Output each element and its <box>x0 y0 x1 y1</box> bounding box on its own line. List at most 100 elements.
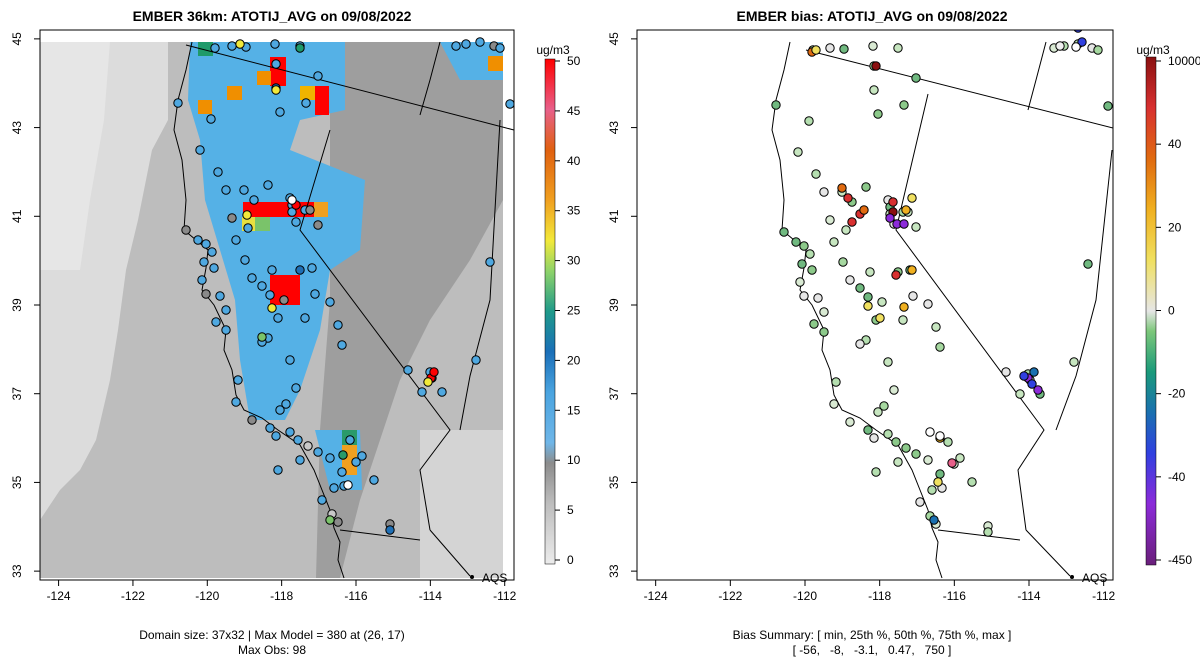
observation-marker <box>369 475 379 485</box>
right-colorbar-ticks: -450 -40 -20 0 20 40 10000 <box>1156 54 1200 567</box>
observation-marker <box>201 239 211 249</box>
bias-marker <box>935 342 945 352</box>
bias-marker <box>1071 42 1081 52</box>
observation-marker <box>231 397 241 407</box>
observation-marker <box>301 98 311 108</box>
bias-marker <box>893 43 903 53</box>
y-tick-label: 39 <box>10 298 24 312</box>
left-colorbar-ramp <box>544 58 556 565</box>
colorbar-tick-label: 40 <box>1168 137 1182 151</box>
y-tick-label: 45 <box>10 32 24 46</box>
right-bias-points <box>771 30 1113 537</box>
left-observation-points <box>173 37 514 535</box>
bias-marker <box>799 291 809 301</box>
bias-marker <box>845 417 855 427</box>
colorbar-tick-label: 0 <box>567 553 574 567</box>
y-tick-label: 41 <box>10 209 24 223</box>
bias-marker <box>839 44 849 54</box>
right-colorbar: ug/m3 -450 -40 -20 0 20 40 10000 <box>1136 43 1200 567</box>
bias-marker <box>899 302 909 312</box>
bias-marker <box>811 169 821 179</box>
coastline <box>173 41 345 579</box>
observation-marker <box>247 273 257 283</box>
observation-marker <box>313 71 323 81</box>
x-tick-label: -124 <box>47 589 71 603</box>
model-field-plume <box>188 42 365 420</box>
observation-marker <box>475 37 485 47</box>
right-footer-line2: [ -56, -8, -3.1, 0.47, 750 ] <box>793 643 952 657</box>
bias-marker <box>983 527 993 537</box>
observation-marker <box>285 427 295 437</box>
bias-marker <box>871 61 881 71</box>
x-tick-label: -112 <box>1092 589 1115 603</box>
bias-marker <box>855 283 865 293</box>
right-map-panel: EMBER bias: ATOTIJ_AVG on 09/08/2022 AQS… <box>607 8 1200 657</box>
bias-marker <box>799 241 809 251</box>
bias-marker <box>809 319 819 329</box>
observation-marker <box>243 223 253 233</box>
bias-marker <box>779 227 789 237</box>
observation-marker <box>221 325 231 335</box>
bias-marker <box>933 477 943 487</box>
y-tick-label: 43 <box>10 121 24 135</box>
left-map-panel: EMBER 36km: ATOTIJ_AVG on 09/08/2022 <box>10 8 581 657</box>
bias-marker <box>875 313 885 323</box>
observation-marker <box>461 39 471 49</box>
bias-marker <box>1069 357 1079 367</box>
x-tick-label: -116 <box>344 589 367 603</box>
colorbar-tick-label: 15 <box>567 403 581 417</box>
observation-marker <box>325 515 335 525</box>
observation-marker <box>209 263 219 273</box>
observation-marker <box>403 365 413 375</box>
bias-marker <box>837 183 847 193</box>
bias-marker <box>793 147 803 157</box>
observation-marker <box>313 447 323 457</box>
colorbar-tick-label: 0 <box>1168 304 1175 318</box>
observation-marker <box>273 465 283 475</box>
bias-marker <box>855 339 865 349</box>
y-tick-label: 37 <box>10 387 24 401</box>
bias-marker <box>1027 379 1037 389</box>
observation-marker <box>275 405 285 415</box>
observation-marker <box>287 207 297 217</box>
observation-marker <box>265 423 275 433</box>
bias-marker <box>893 457 903 467</box>
bias-marker <box>1015 389 1025 399</box>
bias-marker <box>908 291 918 301</box>
observation-marker <box>329 483 339 493</box>
bias-marker <box>888 197 898 207</box>
bias-marker <box>863 301 873 311</box>
x-tick-label: -124 <box>644 589 668 603</box>
observation-marker <box>313 220 323 230</box>
bias-marker <box>838 257 848 267</box>
bias-marker <box>907 265 917 275</box>
bias-marker <box>771 100 781 110</box>
right-colorbar-ramp <box>1145 56 1157 566</box>
observation-marker <box>273 313 283 323</box>
bias-marker <box>1083 259 1093 269</box>
x-tick-label: -114 <box>419 589 442 603</box>
observation-marker <box>263 180 273 190</box>
nevada-border <box>299 129 451 531</box>
observation-marker <box>275 107 285 117</box>
colorbar-tick-label: 5 <box>567 503 574 517</box>
bias-marker <box>873 407 883 417</box>
observation-marker <box>291 217 301 227</box>
observation-marker <box>325 453 335 463</box>
bias-marker <box>879 401 889 411</box>
observation-marker <box>195 145 205 155</box>
bias-marker <box>1077 37 1087 47</box>
bias-marker <box>861 182 871 192</box>
observation-marker <box>206 114 216 124</box>
bias-marker <box>811 45 821 55</box>
observation-marker <box>295 265 305 275</box>
left-map-area <box>40 42 503 578</box>
observation-marker <box>338 450 348 460</box>
bias-marker <box>891 270 901 280</box>
observation-marker <box>337 340 347 350</box>
bias-marker <box>873 109 883 119</box>
colorbar-tick-label: 45 <box>567 104 581 118</box>
observation-marker <box>215 291 225 301</box>
colorbar-tick-label: -450 <box>1168 553 1192 567</box>
